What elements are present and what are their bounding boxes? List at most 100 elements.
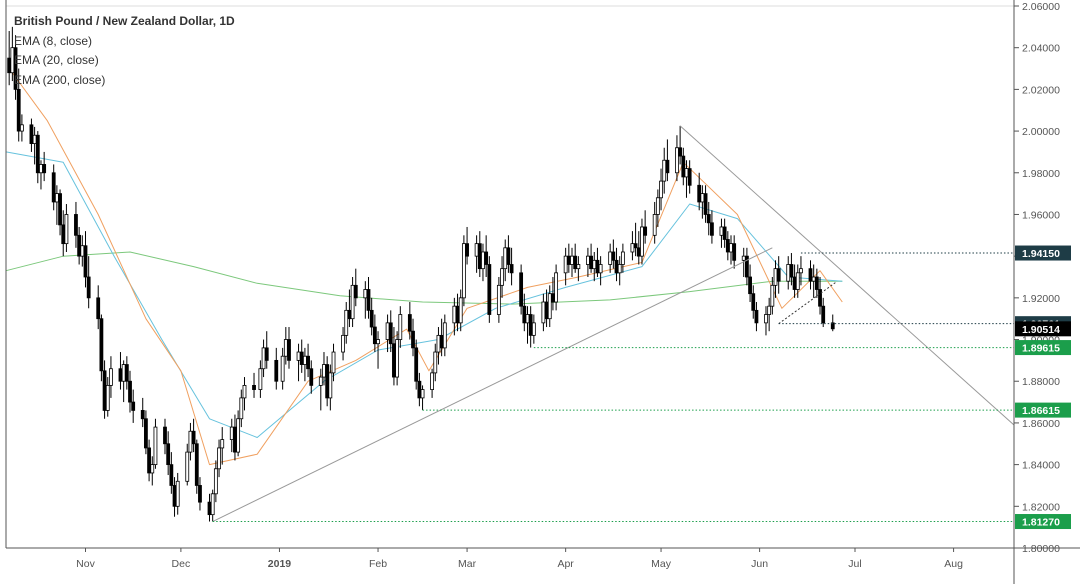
- x-tick-label: Mar: [458, 558, 477, 570]
- candle: [595, 247, 600, 277]
- candle-body: [522, 305, 527, 324]
- candle: [144, 410, 148, 455]
- candle-body: [439, 334, 444, 349]
- candle: [210, 489, 215, 522]
- candle-body: [395, 339, 400, 378]
- candle: [732, 235, 737, 269]
- candle-body: [442, 322, 447, 349]
- candle-body: [236, 418, 241, 453]
- candle-body: [299, 351, 304, 365]
- candle: [703, 185, 708, 223]
- candle-body: [163, 426, 167, 445]
- candle: [748, 264, 752, 303]
- candle: [754, 302, 759, 332]
- candle: [341, 327, 345, 361]
- candle-body: [748, 276, 752, 295]
- candle: [220, 427, 225, 465]
- candle: [620, 243, 625, 273]
- candle-body: [261, 347, 266, 370]
- price-badges: 1.941501.907611.905141.896151.866151.812…: [1015, 245, 1071, 530]
- candle-body: [614, 259, 619, 274]
- candle: [477, 231, 482, 277]
- candle: [306, 343, 310, 378]
- candle: [109, 356, 113, 398]
- candle-body: [741, 255, 746, 261]
- price-badge-bg: [1015, 245, 1071, 261]
- candle-body: [175, 480, 180, 507]
- candle: [86, 256, 91, 309]
- legend-ema-200: EMA (200, close): [14, 72, 106, 87]
- candle-body: [706, 214, 711, 224]
- x-tick-label: Aug: [944, 558, 963, 570]
- candle-body: [662, 159, 667, 182]
- candle: [325, 356, 330, 407]
- y-tick-label: 2.00000: [1022, 126, 1060, 138]
- candle: [700, 185, 705, 219]
- candle-body: [461, 243, 466, 299]
- candle-body: [318, 376, 323, 386]
- candle-body: [19, 124, 24, 132]
- candle-body: [697, 184, 702, 203]
- candle-body: [659, 180, 663, 199]
- candle-body: [96, 297, 101, 320]
- candle-body: [719, 226, 724, 236]
- annotation-lines: [212, 125, 1015, 523]
- candle: [430, 368, 434, 398]
- candle-body: [500, 268, 504, 286]
- candle: [710, 210, 714, 244]
- candle: [433, 343, 438, 382]
- price-badge: 1.89615: [1015, 340, 1071, 356]
- candle: [32, 126, 37, 165]
- candle: [309, 360, 314, 394]
- candle: [194, 439, 199, 494]
- candle-body: [544, 301, 549, 320]
- candle-body: [436, 334, 441, 353]
- candle: [636, 231, 641, 265]
- candle: [169, 452, 174, 494]
- x-tick-label: May: [651, 558, 672, 570]
- candle: [54, 185, 59, 225]
- candle-body: [366, 289, 371, 311]
- candle-body: [566, 255, 571, 265]
- candle: [725, 231, 730, 261]
- candle: [500, 256, 504, 298]
- candle-body: [751, 293, 756, 311]
- candle-body: [554, 272, 559, 303]
- candle: [687, 160, 692, 194]
- candle: [296, 343, 301, 382]
- candle-body: [274, 359, 279, 382]
- candle-body: [528, 314, 533, 336]
- candle-body: [700, 193, 705, 203]
- candle-body: [128, 380, 132, 403]
- candle-body: [388, 322, 393, 345]
- candle-body: [811, 276, 816, 282]
- candle-body: [633, 243, 638, 249]
- candle: [388, 310, 393, 353]
- candle: [217, 439, 221, 478]
- chart-legend: British Pound / New Zealand Dollar, 1D E…: [14, 12, 235, 90]
- candle: [818, 277, 822, 315]
- candle: [74, 201, 78, 248]
- candle-body: [589, 255, 593, 270]
- y-tick-label: 1.92000: [1022, 293, 1060, 305]
- legend-ema-20: EMA (20, close): [14, 53, 99, 67]
- candle: [481, 243, 485, 282]
- candle-body: [217, 447, 221, 470]
- candle-body: [773, 268, 778, 286]
- x-tick-label: Jul: [848, 558, 861, 570]
- candle-body: [102, 370, 107, 411]
- candle-body: [54, 193, 59, 203]
- candle: [659, 168, 663, 211]
- candle: [7, 31, 12, 86]
- trendline: [679, 125, 1015, 426]
- candle-body: [169, 464, 174, 486]
- candle-body: [503, 247, 508, 270]
- candle-body: [341, 334, 345, 353]
- x-tick-label: Feb: [369, 558, 387, 570]
- candle-body: [147, 447, 151, 474]
- candle: [61, 210, 66, 257]
- candle: [566, 243, 571, 273]
- x-tick-label: Nov: [76, 558, 95, 570]
- candle: [213, 460, 218, 503]
